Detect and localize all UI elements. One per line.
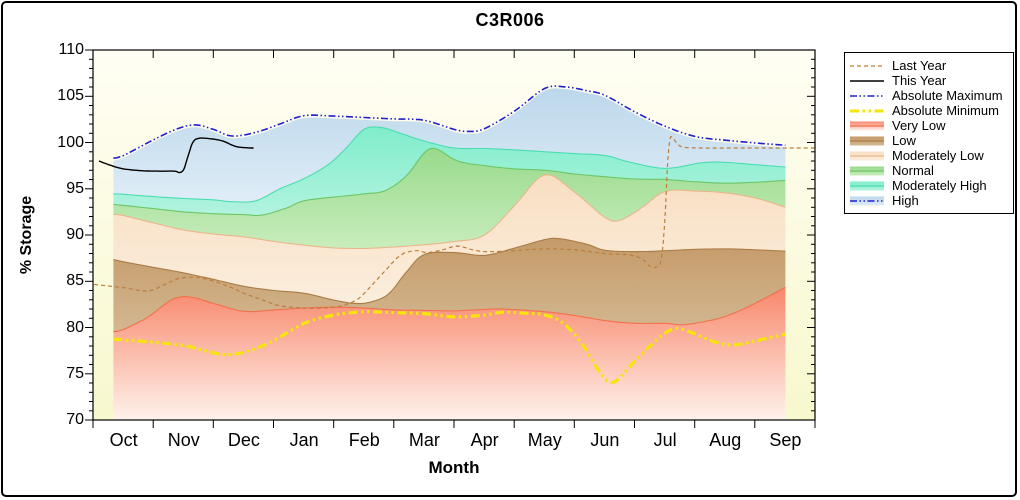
legend-label: Very Low [892, 117, 946, 133]
line-last_year [94, 135, 815, 309]
line-absolute_minimum [113, 310, 786, 385]
legend-swatch-band [850, 136, 884, 146]
y-tick-label-110: 110 [58, 41, 84, 58]
month-label-feb: Feb [348, 430, 380, 450]
month-label-mar: Mar [408, 430, 440, 450]
month-label-jul: Jul [653, 430, 677, 450]
legend-swatch-line [850, 94, 884, 97]
legend-label: Normal [892, 163, 934, 179]
band-edge-moderately_low [113, 174, 786, 250]
legend-swatch-band [850, 121, 884, 131]
legend-label: Absolute Maximum [892, 87, 1003, 103]
band-edge-very_low [113, 286, 786, 333]
legend-row-normal: Normal [845, 164, 1013, 179]
month-label-sep: Sep [769, 430, 802, 450]
legend-label: This Year [892, 72, 947, 88]
month-label-dec: Dec [227, 430, 260, 450]
legend-label: Last Year [892, 57, 947, 73]
y-tick-label-85: 85 [66, 272, 84, 290]
month-label-jan: Jan [289, 430, 319, 450]
band-edge-moderately_high [113, 126, 786, 203]
legend-row-absolute-maximum: Absolute Maximum [845, 88, 1013, 103]
band-moderately_high [113, 126, 786, 216]
legend-swatch-band [850, 151, 884, 161]
legend-swatch-line [850, 64, 884, 67]
legend-row-absolute-minimum: Absolute Minimum [845, 103, 1013, 118]
month-label-oct: Oct [109, 430, 138, 450]
band-normal [113, 148, 786, 249]
legend-label: High [892, 193, 919, 209]
month-label-apr: Apr [470, 430, 499, 450]
legend-label: Absolute Minimum [892, 102, 999, 118]
y-tick-label-95: 95 [66, 179, 84, 197]
y-tick-label-80: 80 [66, 318, 84, 336]
y-tick-label-105: 105 [57, 87, 84, 105]
legend: Last Year This Year Absolute Maximum Absolu… [844, 52, 1014, 214]
band-very_low [113, 287, 786, 420]
band-edge-normal [113, 147, 786, 217]
month-label-jun: Jun [590, 430, 620, 450]
legend-swatch-band [850, 181, 884, 191]
legend-row-last-year: Last Year [845, 58, 1013, 73]
legend-swatch-line [850, 109, 884, 113]
legend-row-this-year: This Year [845, 73, 1013, 88]
legend-label: Moderately High [892, 178, 987, 194]
month-label-may: May [527, 430, 562, 450]
legend-label: Low [892, 133, 916, 149]
legend-row-moderately-high: Moderately High [845, 179, 1013, 194]
month-label-nov: Nov [167, 430, 200, 450]
band-high [113, 88, 786, 203]
y-axis-label: % Storage [18, 195, 35, 275]
y-tick-label-90: 90 [66, 226, 84, 243]
band-low [113, 238, 786, 332]
band-moderately_low [113, 174, 786, 304]
legend-swatch-line [850, 79, 884, 82]
band-edge-low [113, 237, 786, 305]
x-axis-label: Month [428, 458, 480, 477]
legend-row-moderately-low: Moderately Low [845, 149, 1013, 164]
y-tick-label-75: 75 [66, 364, 84, 382]
legend-label: Moderately Low [892, 148, 984, 164]
legend-swatch-band [850, 166, 884, 176]
legend-row-low: Low [845, 133, 1013, 148]
month-label-aug: Aug [709, 430, 742, 450]
legend-row-very-low: Very Low [845, 118, 1013, 133]
axis-ticks [85, 49, 816, 428]
y-tick-label-70: 70 [66, 411, 84, 428]
legend-row-high: High [845, 194, 1013, 209]
y-tick-label-100: 100 [57, 133, 84, 151]
chart-title: C3R006 [475, 10, 545, 30]
line-this_year [98, 137, 254, 174]
legend-swatch-band [850, 196, 884, 206]
